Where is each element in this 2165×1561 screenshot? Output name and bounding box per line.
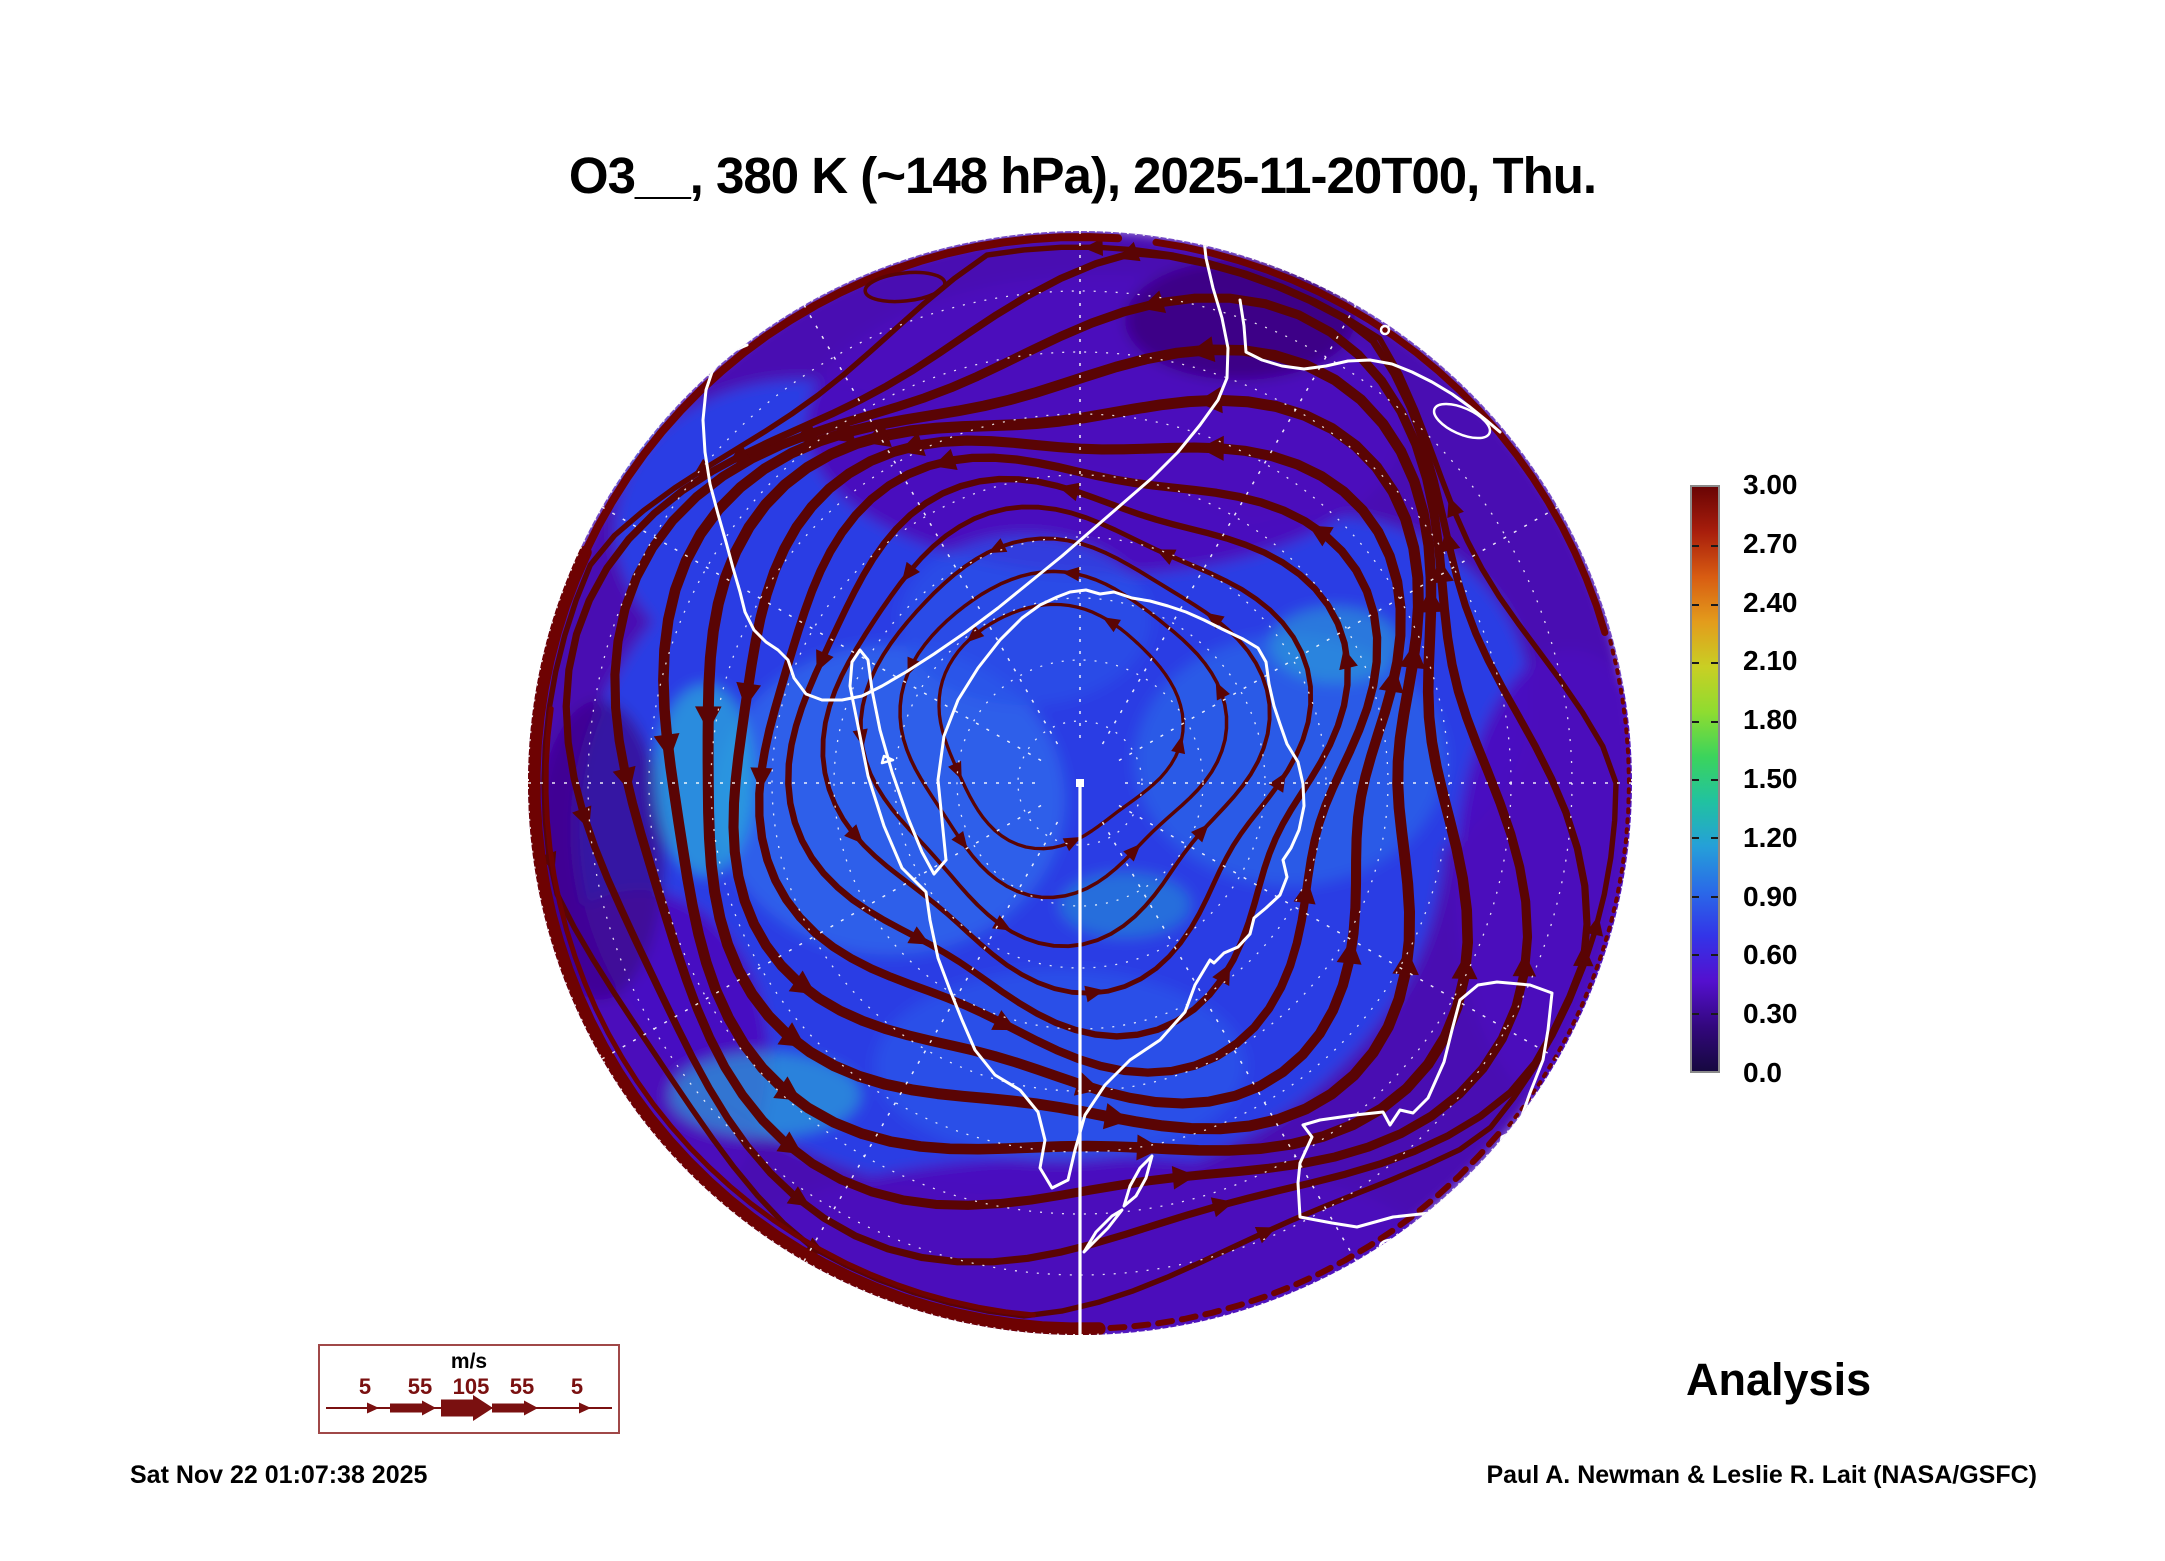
colorbar-tick-mark [1692,837,1699,840]
colorbar-tick-mark [1711,837,1718,840]
coastline-falklands [880,754,895,765]
colorbar-tick-label: 2.10 [1743,645,1798,677]
analysis-label: Analysis [1686,1354,1872,1405]
credit: Paul A. Newman & Leslie R. Lait (NASA/GS… [1486,1461,2037,1489]
colorbar-tick-mark [1711,954,1718,957]
wind-speed-value: 55 [509,1374,535,1399]
coastline-africa [1238,298,1502,434]
colorbar-tick-mark [1711,1012,1718,1015]
coastline-new-zealand-south [1082,1208,1124,1254]
colorbar-tick-label: 0.30 [1743,998,1798,1030]
colorbar-tick-label: 2.40 [1743,586,1798,618]
colorbar-tick-label: 0.60 [1743,939,1798,971]
colorbar-tick-label: 3.00 [1743,469,1798,500]
colorbar-tick-label: 1.20 [1743,821,1798,853]
island-dot-1 [1356,294,1368,306]
colorbar-tick-label: 2.70 [1743,527,1798,559]
colorbar-tick-mark [1711,662,1718,665]
wind-speed-value: 55 [407,1374,433,1399]
ozone-field [528,231,1632,1335]
colorbar-tick-mark [1711,603,1718,606]
island-dot-2 [1379,324,1391,336]
coastline-antarctica [848,588,1306,1190]
colorbar-tick-mark [1711,895,1718,898]
coastline-new-zealand-north [1122,1154,1154,1208]
colorbar-tick-label: 1.80 [1743,704,1798,736]
wind-speed-value: 5 [570,1374,584,1399]
page-title: O3__, 380 K (~148 hPa), 2025-11-20T00, T… [568,147,1597,204]
colorbar-tick-mark [1692,895,1699,898]
coastline-australia [1296,980,1554,1229]
coastline-madagascar [1432,402,1492,440]
colorbar-tick-mark [1711,545,1718,548]
colorbar-tick-label: 0.0 [1743,1057,1782,1088]
timestamp: Sat Nov 22 01:07:38 2025 [130,1461,428,1489]
wind-speed-value: 105 [452,1374,490,1399]
colorbar-gradient [1690,485,1720,1073]
colorbar-tick-mark [1692,720,1699,723]
coastline-south-america [701,231,1230,702]
colorbar-tick-mark [1692,603,1699,606]
coastline-tasmania [1378,1238,1402,1256]
wind-speed-legend: m/s 5 55 105 55 5 [318,1344,620,1434]
wind-arrow-scale-icon [326,1395,612,1421]
colorbar-tick-mark [1711,779,1718,781]
wind-speed-units-label: m/s [450,1350,488,1373]
colorbar-tick-label: 0.90 [1743,880,1798,912]
colorbar-tick-label: 1.50 [1743,763,1798,794]
colorbar-tick-mark [1711,720,1718,723]
colorbar-tick-mark [1692,1012,1699,1015]
colorbar-tick-mark [1692,954,1699,957]
wind-speed-value: 5 [358,1374,372,1399]
colorbar-tick-mark [1692,662,1699,665]
colorbar-tick-mark [1692,545,1699,548]
graticule [528,231,1632,1335]
colorbar-tick-mark [1692,779,1699,781]
